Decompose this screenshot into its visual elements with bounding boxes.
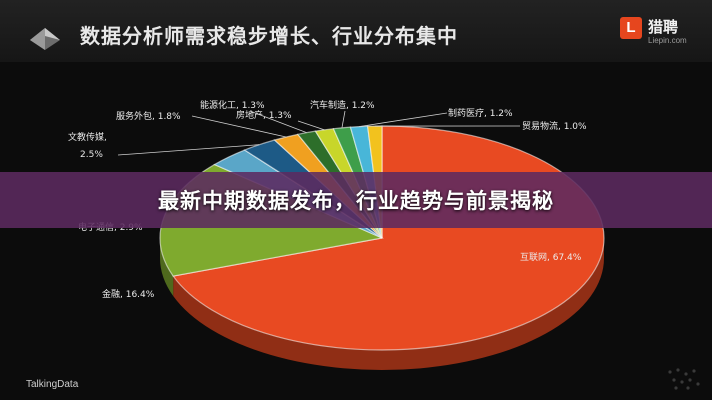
slice-label-9: 贸易物流, 1.0% bbox=[522, 120, 587, 132]
leader-line-6 bbox=[297, 120, 325, 131]
source-label: TalkingData bbox=[26, 379, 79, 390]
leader-line-5 bbox=[249, 110, 307, 134]
brand-logo: L 猎聘 Liepin.com bbox=[620, 14, 700, 54]
diamond-logo-icon bbox=[30, 28, 60, 50]
brand-badge-icon: L bbox=[620, 17, 642, 39]
pie-leader-lines bbox=[117, 110, 521, 156]
slice-label-1: 金融, 16.4% bbox=[102, 288, 155, 300]
header-bar bbox=[0, 0, 712, 62]
slice-value-3: 2.5% bbox=[80, 150, 103, 160]
slice-label-4: 服务外包, 1.8% bbox=[116, 110, 181, 122]
pie-side-0 bbox=[173, 238, 604, 371]
leader-line-4 bbox=[191, 115, 287, 138]
leader-line-8 bbox=[358, 112, 448, 127]
chart-title: 数据分析师需求稳步增长、行业分布集中 bbox=[80, 24, 458, 48]
pie-depth-layer bbox=[160, 238, 604, 371]
slice-label-6: 房地产, 1.3% bbox=[236, 109, 292, 121]
headline-text: 最新中期数据发布，行业趋势与前景揭秘 bbox=[158, 189, 554, 213]
slice-label-7: 汽车制造, 1.2% bbox=[310, 99, 375, 111]
slice-label-3: 文教传媒, bbox=[68, 131, 107, 143]
headline-banner bbox=[0, 172, 712, 228]
watermark-dots-icon bbox=[668, 368, 700, 390]
brand-name: 猎聘 bbox=[648, 18, 679, 36]
slice-label-0: 互联网, 67.4% bbox=[520, 252, 582, 263]
pie-slices-layer bbox=[159, 125, 605, 351]
brand-subtitle: Liepin.com bbox=[648, 36, 687, 45]
pie-side-1 bbox=[160, 238, 174, 297]
leader-line-7 bbox=[341, 110, 346, 128]
slice-label-8: 制药医疗, 1.2% bbox=[448, 107, 513, 119]
slice-label-5: 能源化工, 1.3% bbox=[200, 99, 265, 111]
leader-line-3 bbox=[117, 144, 260, 156]
